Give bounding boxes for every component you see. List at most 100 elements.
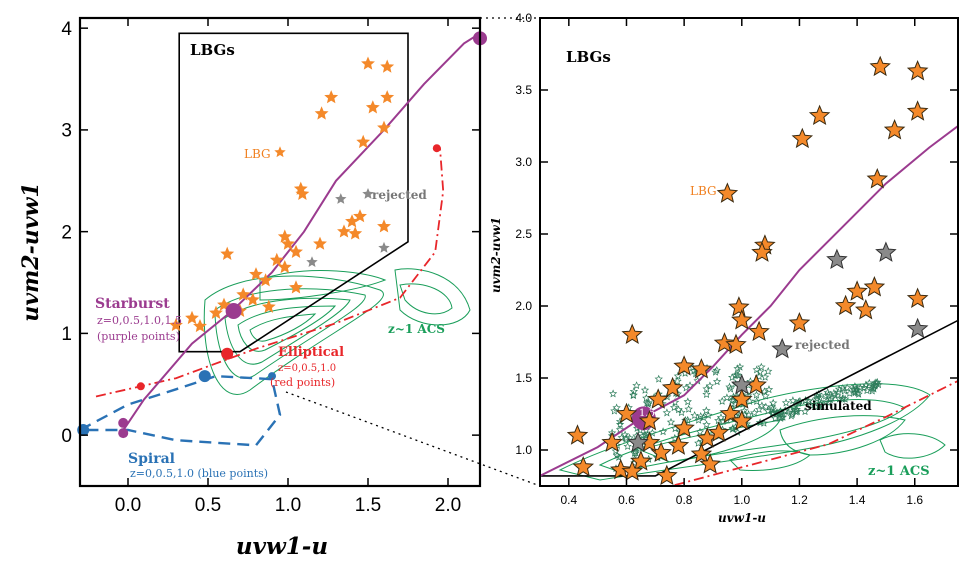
right-rejected-star-5 <box>627 431 649 452</box>
right-simulated-point-16 <box>654 374 663 383</box>
left-lbg-star-14 <box>377 219 391 233</box>
right-lbg-star-4 <box>883 118 906 140</box>
right-simulated-point-42 <box>666 417 676 426</box>
left-starburst-note: (purple points) <box>97 330 180 343</box>
left-lbg-star-5 <box>365 100 380 114</box>
right-lbg-star-5 <box>906 100 929 121</box>
left-starburst-track <box>119 32 480 436</box>
left-rejected-stars <box>306 188 390 267</box>
right-simulated-point-113 <box>717 396 727 405</box>
right-x-tick-label-5: 1.4 <box>849 493 866 507</box>
right-rejected-stars <box>627 241 929 452</box>
left-lbg-star-12 <box>337 224 351 238</box>
right-lbg-star-12 <box>854 298 877 320</box>
right-simulated-point-211 <box>862 386 872 395</box>
left-lbg-star-10 <box>345 214 359 228</box>
left-x-ticks: 0.0 0.5 1.0 1.5 2.0 <box>115 18 461 516</box>
right-lbg-star-18 <box>713 332 736 353</box>
right-simulated-point-182 <box>752 365 761 374</box>
right-lbg-star-9 <box>846 280 868 301</box>
left-acs-label: z~1 ACS <box>388 322 445 336</box>
left-starburst-title: Starburst <box>95 296 170 312</box>
right-rejected-star-0 <box>826 248 848 270</box>
right-lbg-star-22 <box>725 333 747 355</box>
right-simulated-point-180 <box>623 441 632 451</box>
right-simulated-point-208 <box>725 382 734 391</box>
right-lbg-star-17 <box>788 312 811 333</box>
left-lbg-star-32 <box>185 310 199 325</box>
right-simulated-point-133 <box>695 427 705 436</box>
right-elliptical-track <box>667 380 958 486</box>
left-elliptical-title: Elliptical <box>278 345 344 360</box>
right-lbg-star-26 <box>566 424 589 445</box>
right-lbg-star-35 <box>690 442 713 464</box>
right-lbg-star-14 <box>728 296 750 317</box>
left-y-axis-label: uvm2-uvw1 <box>18 182 44 322</box>
left-lbg-star-11 <box>353 209 367 223</box>
right-rejected-label: rejected <box>795 338 850 352</box>
right-lbg-star-10 <box>863 275 886 297</box>
right-x-tick-label-4: 1.2 <box>791 493 808 507</box>
right-y-tick-label-1: 1.5 <box>515 371 532 385</box>
right-x-tick-label-1: 0.6 <box>618 493 635 507</box>
right-simulated-point-256 <box>702 384 711 393</box>
left-rejected-star-0 <box>335 193 347 204</box>
right-simulated-point-176 <box>771 413 780 422</box>
right-simulated-point-231 <box>612 451 622 460</box>
right-y-tick-label-3: 2.5 <box>515 227 532 241</box>
left-y-tick-label-4: 4 <box>61 19 72 40</box>
right-simulated-point-224 <box>673 371 683 380</box>
right-lbg-star-24 <box>647 388 669 409</box>
left-lbg-star-labeled <box>274 146 286 158</box>
right-x-tick-label-2: 0.8 <box>676 493 693 507</box>
left-lbg-star-18 <box>313 236 327 250</box>
right-lbg-star-8 <box>751 241 773 262</box>
left-rejected-star-3 <box>306 256 318 267</box>
right-simulated-point-20 <box>704 410 713 419</box>
right-simulated-point-36 <box>681 383 691 392</box>
right-simulated-point-255 <box>816 399 825 408</box>
right-simulated-point-159 <box>763 406 773 415</box>
left-elliptical-note: (red points) <box>270 376 335 389</box>
right-simulated-point-215 <box>712 377 722 386</box>
right-simulated-point-18 <box>757 401 767 410</box>
right-simulated-point-137 <box>644 399 653 408</box>
zoom-connector-lines <box>285 17 541 487</box>
right-simulated-point-72 <box>804 396 813 405</box>
right-acs-label: z~1 ACS <box>868 464 930 479</box>
right-lbg-star-43 <box>731 409 753 431</box>
left-x-tick-label-0: 0.0 <box>115 495 141 516</box>
right-simulated-point-227 <box>838 394 847 403</box>
right-simulated-point-91 <box>874 380 883 389</box>
right-lbg-star-36 <box>630 450 652 471</box>
right-simulated-point-258 <box>761 402 771 411</box>
zoom-line-bottom <box>285 391 541 487</box>
right-rejected-star-1 <box>875 241 897 262</box>
right-simulated-label: simulated <box>805 399 872 413</box>
right-simulated-point-259 <box>829 388 839 397</box>
right-simulated-point-146 <box>711 367 720 376</box>
left-y-tick-label-3: 3 <box>61 121 72 142</box>
right-simulated-point-132 <box>683 415 692 424</box>
left-x-tick-label-4: 2.0 <box>435 495 461 516</box>
right-lbg-star-34 <box>667 434 690 455</box>
right-y-tick-label-2: 2.0 <box>515 299 532 313</box>
left-elliptical-point-1 <box>221 347 234 360</box>
right-simulated-point-218 <box>702 390 711 399</box>
right-simulated-point-217 <box>764 385 774 394</box>
right-y-tick-label-5: 3.5 <box>515 83 532 97</box>
right-simulated-point-123 <box>702 420 711 429</box>
right-simulated-point-61 <box>684 404 693 413</box>
right-lbg-star-13 <box>906 287 929 308</box>
left-box-label: LBGs <box>190 41 235 59</box>
right-x-axis-label: uvw1-u <box>718 511 766 525</box>
right-track-point-label: 1.5 <box>639 408 655 419</box>
left-lbg-star-21 <box>249 267 263 281</box>
right-simulated-point-136 <box>683 397 692 406</box>
right-simulated-point-131 <box>769 398 778 407</box>
left-starburst-point-0 <box>118 428 129 439</box>
right-simulated-point-221 <box>750 408 759 417</box>
right-simulated-point-135 <box>824 390 833 399</box>
right-x-tick-label-3: 1.0 <box>733 493 750 507</box>
